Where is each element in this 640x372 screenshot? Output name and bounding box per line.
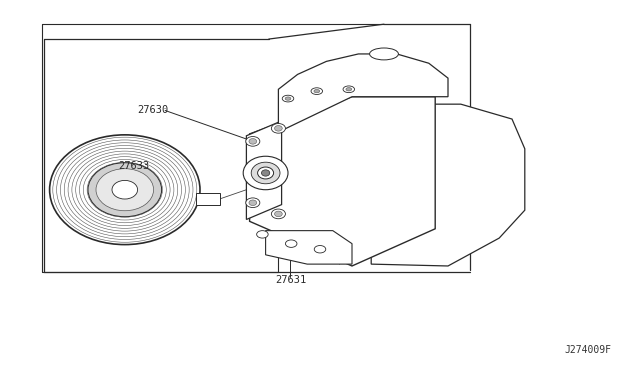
Ellipse shape: [243, 156, 288, 190]
Ellipse shape: [285, 97, 291, 100]
Ellipse shape: [275, 211, 282, 217]
Ellipse shape: [50, 135, 200, 245]
Ellipse shape: [96, 169, 154, 211]
Ellipse shape: [275, 126, 282, 131]
Ellipse shape: [282, 95, 294, 102]
Polygon shape: [246, 121, 282, 219]
Ellipse shape: [314, 246, 326, 253]
Text: J274009F: J274009F: [564, 345, 611, 355]
Ellipse shape: [311, 88, 323, 94]
Ellipse shape: [88, 163, 162, 217]
Ellipse shape: [246, 137, 260, 146]
Ellipse shape: [343, 86, 355, 93]
Ellipse shape: [257, 167, 274, 179]
Ellipse shape: [271, 209, 285, 219]
Ellipse shape: [261, 170, 270, 176]
Ellipse shape: [271, 124, 285, 133]
Ellipse shape: [251, 162, 280, 184]
Ellipse shape: [246, 198, 260, 208]
Text: 27630: 27630: [138, 105, 169, 115]
Text: 27633: 27633: [118, 161, 150, 171]
Ellipse shape: [285, 240, 297, 247]
Ellipse shape: [112, 180, 138, 199]
Ellipse shape: [249, 139, 257, 144]
Text: 27631: 27631: [275, 275, 307, 285]
Polygon shape: [278, 54, 448, 132]
Ellipse shape: [314, 89, 320, 93]
Ellipse shape: [370, 48, 399, 60]
Polygon shape: [371, 104, 525, 266]
Ellipse shape: [257, 231, 268, 238]
Polygon shape: [250, 97, 435, 266]
Polygon shape: [266, 231, 352, 264]
Ellipse shape: [249, 200, 257, 205]
Ellipse shape: [346, 87, 352, 91]
Bar: [196, 193, 220, 205]
